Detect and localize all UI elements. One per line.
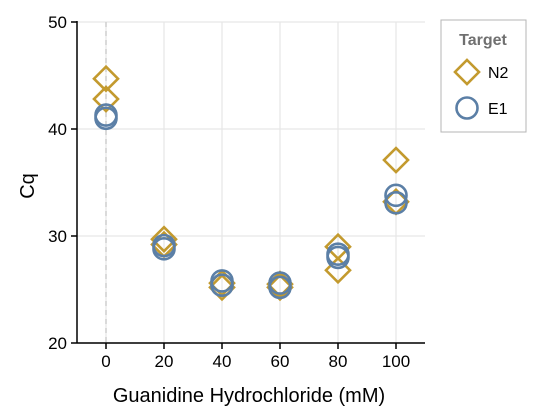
- x-tick-label: 60: [271, 352, 290, 371]
- y-tick-label: 20: [48, 334, 67, 353]
- n2-data-point: [92, 64, 120, 93]
- e1-legend-label: E1: [488, 101, 508, 118]
- axes: [76, 21, 425, 344]
- n2-data-point: [92, 85, 120, 113]
- e1-data-point: [326, 245, 350, 270]
- data-points: [92, 64, 410, 302]
- x-tick-label: 20: [155, 352, 174, 371]
- n2-data-point: [382, 146, 410, 174]
- e1-data-point: [210, 273, 234, 298]
- e1-data-point: [384, 191, 408, 215]
- y-axis-title: Cq: [17, 173, 39, 199]
- legend-box: [440, 19, 527, 133]
- x-tick-label: 100: [382, 352, 410, 371]
- x-axis-title: Guanidine Hydrochloride (mM): [113, 385, 385, 407]
- n2-legend-marker: [453, 58, 481, 86]
- x-tick-label: 80: [329, 352, 348, 371]
- e1-data-point: [152, 237, 176, 261]
- grid-lines: [77, 21, 425, 344]
- legend-items: N2 E1: [453, 58, 509, 120]
- y-tick-label: 30: [48, 227, 67, 246]
- e1-data-point: [384, 183, 408, 208]
- e1-data-point: [268, 275, 292, 300]
- e1-data-point: [94, 106, 118, 131]
- x-tick-label: 0: [101, 352, 110, 371]
- n2-legend-label: N2: [488, 65, 509, 82]
- y-axis-ticks: 20 30 40 50: [48, 13, 77, 353]
- x-tick-label: 40: [213, 352, 232, 371]
- legend-title: Target: [459, 32, 507, 49]
- n2-data-point: [208, 273, 236, 302]
- y-tick-label: 40: [48, 120, 67, 139]
- n2-data-point: [266, 273, 294, 302]
- n2-data-point: [150, 225, 178, 254]
- e1-legend-marker: [455, 96, 479, 120]
- legend: Target N2 E1: [440, 19, 527, 133]
- x-axis-ticks: 0 20 40 60 80 100: [101, 343, 410, 371]
- n2-data-point: [324, 256, 352, 285]
- y-tick-label: 50: [48, 13, 67, 32]
